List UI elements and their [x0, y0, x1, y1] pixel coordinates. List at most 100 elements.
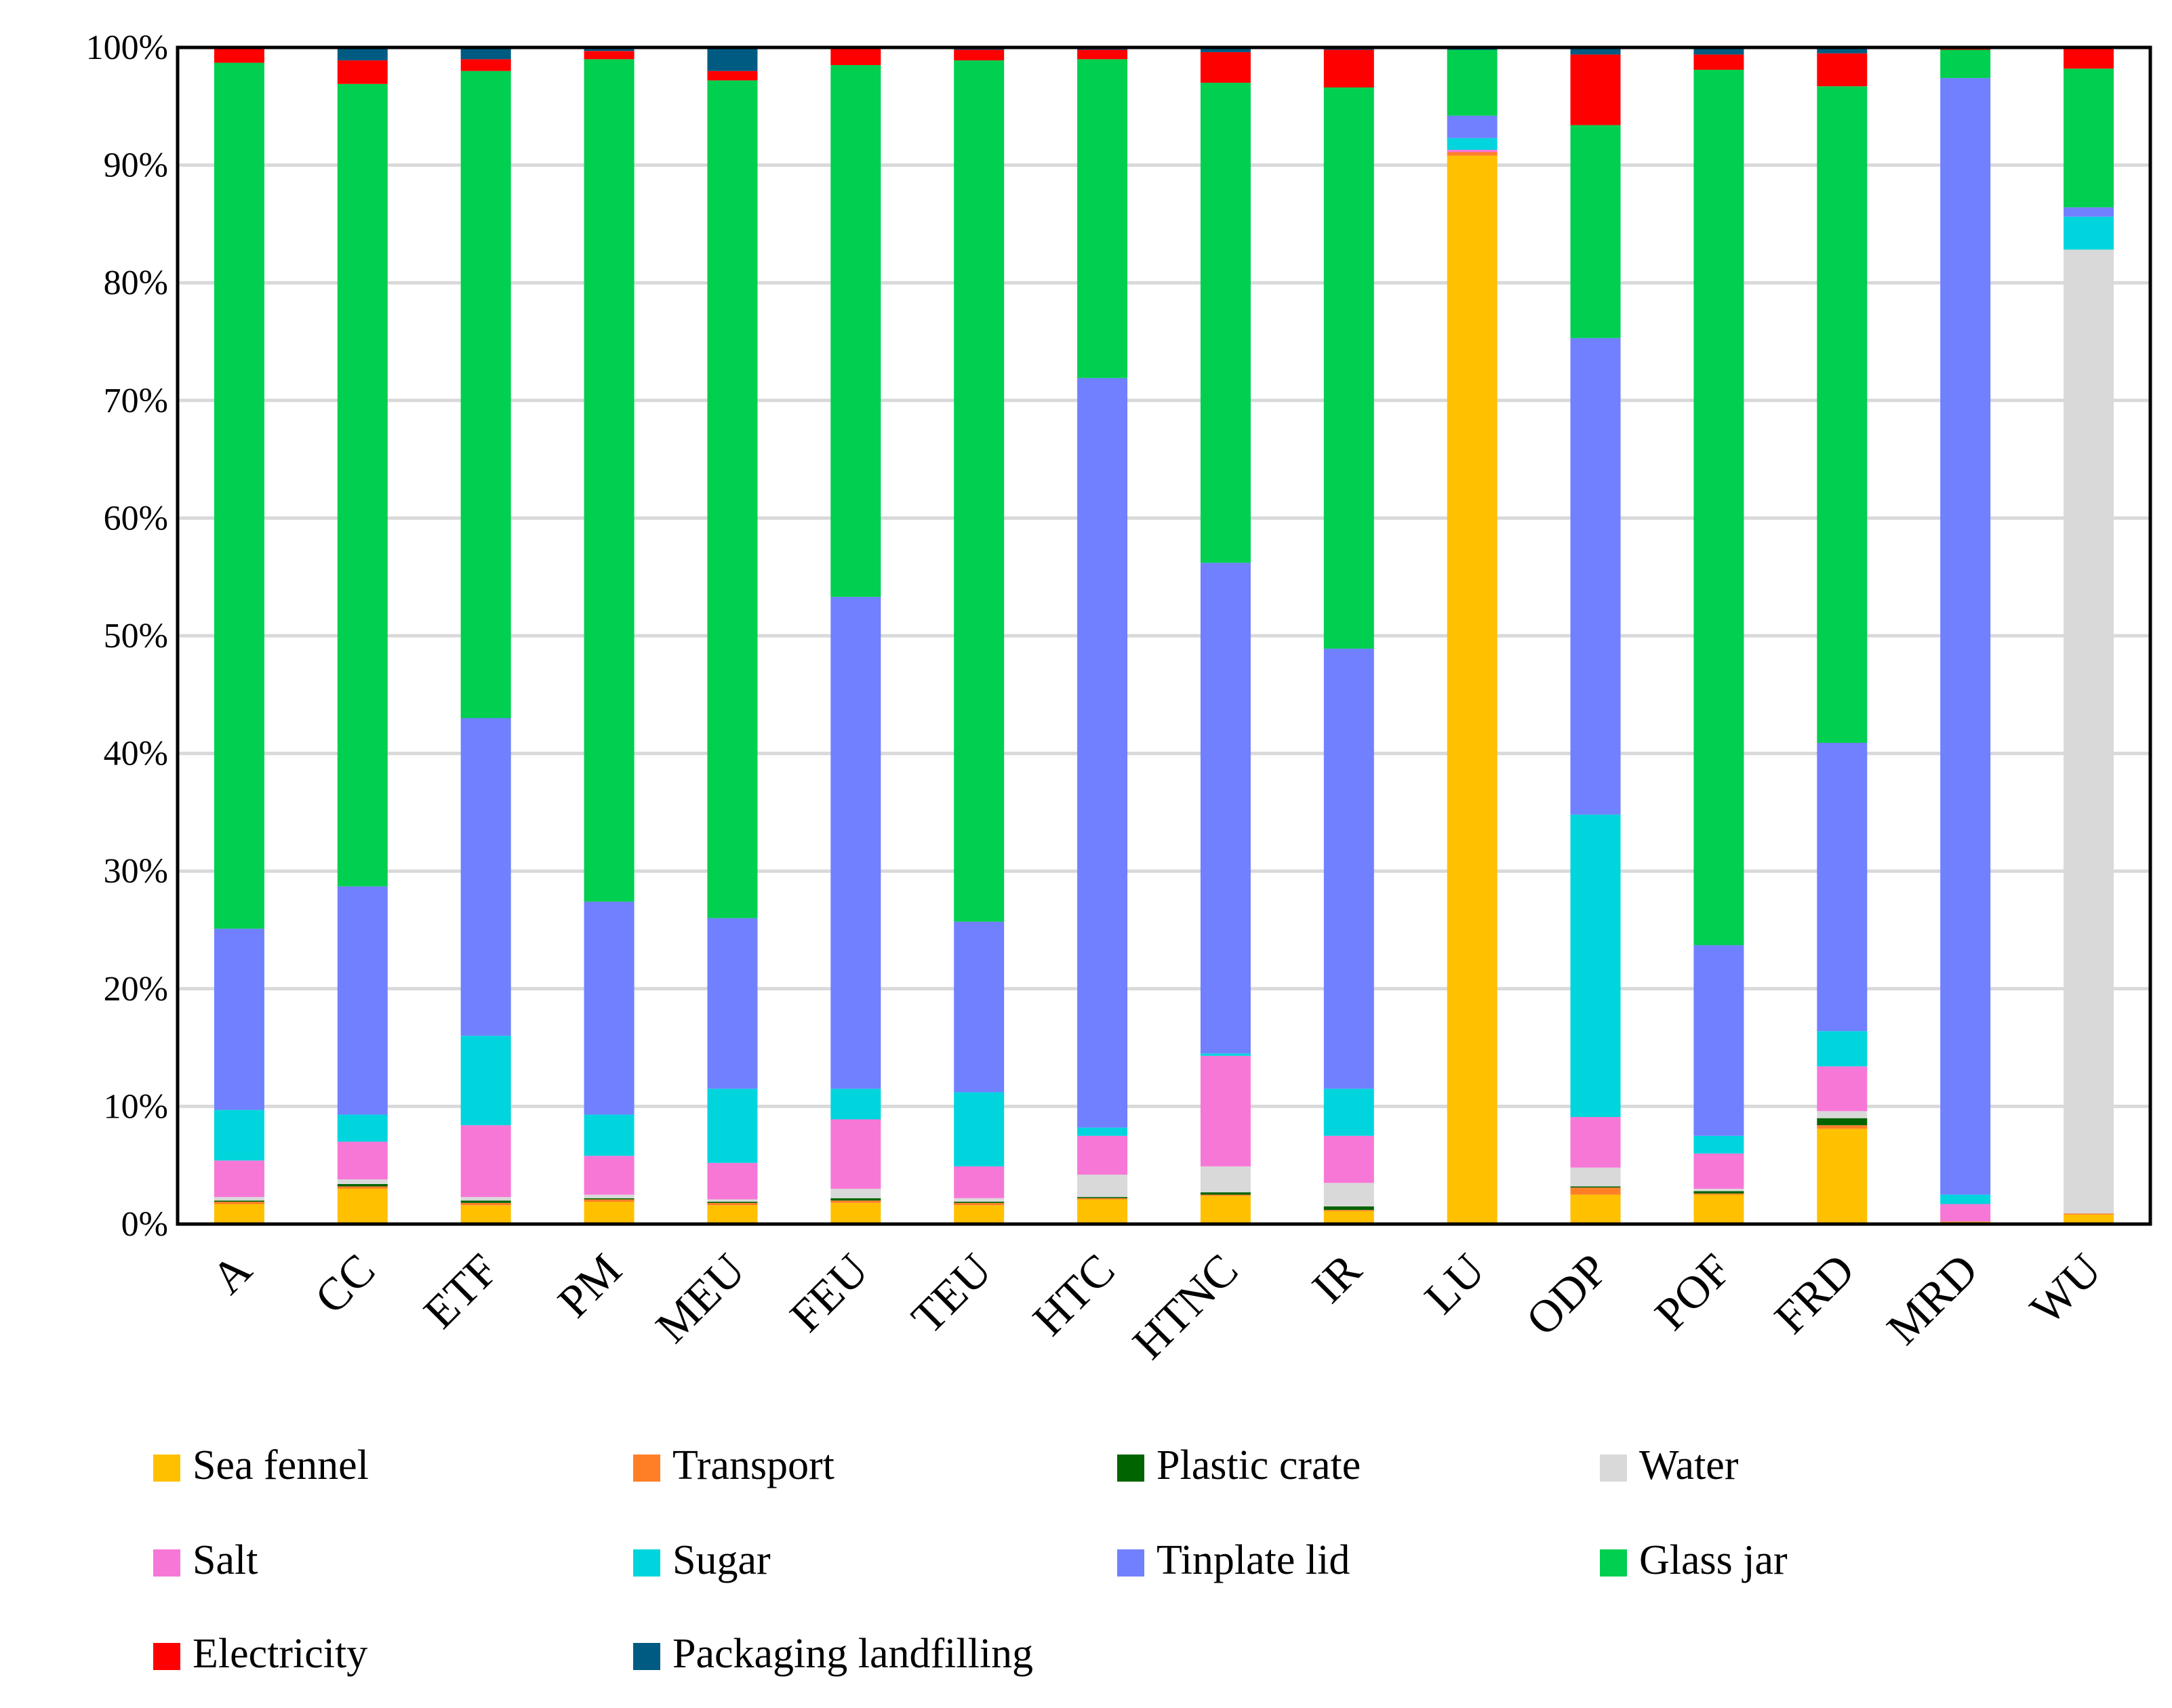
bar-segment-packaging-landfilling-pm — [584, 47, 635, 52]
bar-segment-sugar-odp — [1570, 814, 1621, 1118]
bar-segment-water-ir — [1323, 1183, 1374, 1206]
bar-segment-sugar-mrd — [1940, 1194, 1991, 1204]
bar-segment-water-htc — [1077, 1175, 1128, 1198]
bar-segment-transport-htc — [1077, 1198, 1128, 1200]
bar-segment-salt-cc — [337, 1141, 388, 1180]
bar-segment-glass-jar-etf — [460, 70, 511, 718]
bar-segment-plastic-crate-meu — [707, 1202, 758, 1203]
bar-segment-tinplate-lid-cc — [337, 886, 388, 1115]
bar-segment-sugar-htc — [1077, 1127, 1128, 1136]
legend-item-sea-fennel: Sea fennel — [153, 1442, 369, 1488]
legend-item-water: Water — [1600, 1442, 1739, 1488]
bar-segment-sea-fennel-teu — [954, 1205, 1005, 1224]
bar-segment-electricity-htnc — [1200, 52, 1251, 83]
legend-label: Transport — [672, 1442, 834, 1488]
bar-segment-sea-fennel-etf — [460, 1205, 511, 1224]
legend-swatch — [633, 1643, 660, 1670]
bar-segment-electricity-wu — [2064, 47, 2114, 69]
bar-segment-glass-jar-htc — [1077, 59, 1128, 378]
bar-segment-transport-pm — [584, 1199, 635, 1202]
bar-segment-tinplate-lid-pof — [1693, 945, 1744, 1136]
bar-segment-tinplate-lid-teu — [954, 921, 1005, 1093]
bar-segment-water-frd — [1817, 1111, 1868, 1118]
bar-segment-sugar-pof — [1693, 1135, 1744, 1154]
legend-label: Sea fennel — [193, 1442, 369, 1488]
bar-segment-tinplate-lid-etf — [460, 718, 511, 1036]
legend-swatch — [153, 1549, 180, 1577]
bar-segment-salt-odp — [1570, 1117, 1621, 1168]
bar-segment-glass-jar-teu — [954, 60, 1005, 922]
bar-segment-sugar-cc — [337, 1114, 388, 1142]
legend-swatch — [153, 1455, 180, 1482]
y-axis-tick-labels: 0% 10% 20% 30% 40% 50% 60% 70% 80% 90% 100% — [86, 28, 168, 1244]
y-tick-label: 90% — [104, 146, 168, 185]
y-tick-label: 50% — [104, 617, 168, 655]
bar-segment-water-wu — [2064, 249, 2114, 1214]
bar-segment-salt-a — [214, 1160, 264, 1198]
bar-segment-transport-teu — [954, 1202, 1005, 1206]
y-tick-label: 20% — [104, 970, 168, 1009]
bar-segment-tinplate-lid-a — [214, 929, 264, 1110]
bar-segment-transport-wu — [2064, 1213, 2114, 1215]
bar-segment-water-teu — [954, 1198, 1005, 1202]
bar-segment-packaging-landfilling-pof — [1693, 47, 1744, 55]
bar-segment-tinplate-lid-mrd — [1940, 78, 1991, 1195]
bar-segment-sea-fennel-htc — [1077, 1199, 1128, 1224]
plot-area-frame — [176, 45, 2152, 1226]
bar-segment-water-cc — [337, 1179, 388, 1184]
legend-label: Electricity — [193, 1631, 367, 1677]
legend-swatch — [1117, 1455, 1144, 1482]
y-tick-label: 30% — [104, 852, 168, 891]
legend-label: Glass jar — [1639, 1537, 1788, 1583]
bar-segment-plastic-crate-a — [214, 1200, 264, 1202]
bar-segment-plastic-crate-htnc — [1200, 1192, 1251, 1195]
bar-segment-sugar-pm — [584, 1114, 635, 1156]
bar-segment-salt-ir — [1323, 1135, 1374, 1183]
bar-segment-glass-jar-a — [214, 62, 264, 929]
bar-segment-tinplate-lid-meu — [707, 918, 758, 1089]
bar-segment-electricity-frd — [1817, 53, 1868, 87]
bar-segment-electricity-htc — [1077, 49, 1128, 60]
bar-segment-sea-fennel-feu — [830, 1202, 881, 1224]
bar-segment-glass-jar-cc — [337, 83, 388, 887]
bar-segment-tinplate-lid-feu — [830, 596, 881, 1089]
bar-segment-salt-lu — [1447, 150, 1497, 152]
bar-segment-water-etf — [460, 1197, 511, 1201]
legend-swatch — [1600, 1455, 1627, 1482]
legend-label: Tinplate lid — [1157, 1537, 1350, 1583]
bar-segment-electricity-cc — [337, 60, 388, 84]
bar-segment-glass-jar-odp — [1570, 125, 1621, 338]
bar-segment-salt-feu — [830, 1119, 881, 1189]
legend-item-glass-jar: Glass jar — [1600, 1537, 1788, 1583]
bar-segment-sea-fennel-cc — [337, 1188, 388, 1224]
bar-segment-sea-fennel-pm — [584, 1202, 635, 1224]
bar-segment-sea-fennel-frd — [1817, 1128, 1868, 1224]
bar-segment-packaging-landfilling-etf — [460, 47, 511, 60]
bar-segment-glass-jar-htnc — [1200, 83, 1251, 563]
bar-segment-tinplate-lid-htnc — [1200, 563, 1251, 1054]
bar-segment-salt-mrd — [1940, 1204, 1991, 1222]
bar-segment-plastic-crate-odp — [1570, 1186, 1621, 1188]
bar-segment-plastic-crate-frd — [1817, 1118, 1868, 1126]
legend-swatch — [153, 1643, 180, 1670]
legend-swatch — [1600, 1549, 1627, 1577]
bar-segment-glass-jar-frd — [1817, 86, 1868, 743]
bar-segment-packaging-landfilling-cc — [337, 47, 388, 61]
bar-segment-sugar-etf — [460, 1036, 511, 1126]
bar-segment-transport-feu — [830, 1200, 881, 1203]
bar-segment-sea-fennel-meu — [707, 1205, 758, 1224]
bar-segment-water-a — [214, 1197, 264, 1201]
bar-segment-glass-jar-pm — [584, 59, 635, 902]
bar-segment-salt-pof — [1693, 1153, 1744, 1189]
bar-segment-tinplate-lid-htc — [1077, 378, 1128, 1128]
y-tick-label: 10% — [104, 1087, 168, 1126]
bar-segment-salt-frd — [1817, 1066, 1868, 1112]
bar-segment-sea-fennel-wu — [2064, 1215, 2114, 1224]
bars — [214, 47, 2114, 1224]
bar-segment-transport-cc — [337, 1186, 388, 1189]
bar-segment-plastic-crate-feu — [830, 1198, 881, 1201]
legend-swatch — [1117, 1549, 1144, 1577]
bar-segment-tinplate-lid-frd — [1817, 742, 1868, 1032]
legend-swatch — [633, 1549, 660, 1577]
